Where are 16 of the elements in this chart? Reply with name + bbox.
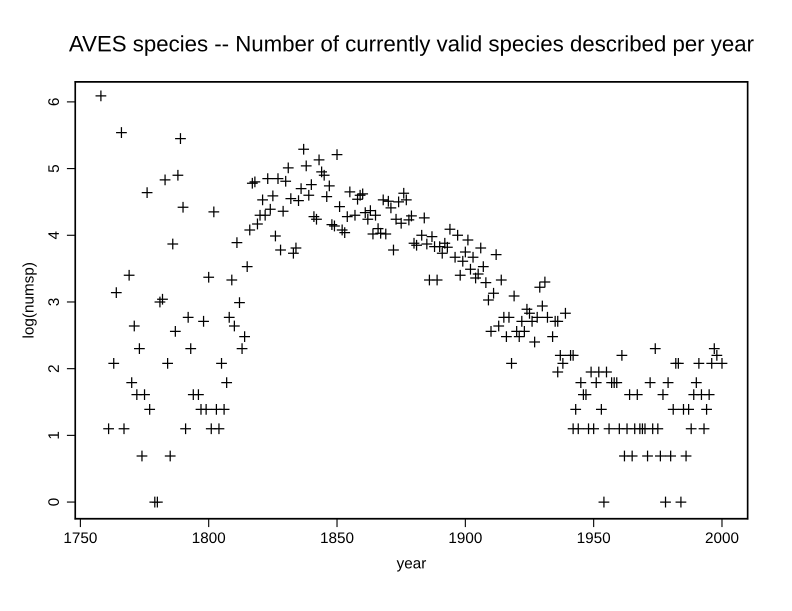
x-tick-label: 1800 (192, 532, 226, 544)
x-tick-label: 2000 (706, 532, 738, 544)
x-tick-label: 1900 (450, 532, 482, 544)
y-tick-label: 4 (48, 231, 59, 240)
x-tick-label: 1850 (321, 532, 354, 544)
x-tick-label: 1750 (64, 532, 97, 544)
chart-title: AVES species -- Number of currently valid species described per year (68, 35, 754, 56)
y-tick-label: 0 (48, 498, 60, 506)
x-axis-title: year (396, 560, 426, 572)
x-tick-label: 1950 (578, 532, 610, 544)
y-tick-label: 3 (48, 298, 60, 306)
y-tick-label: 2 (48, 365, 59, 372)
y-tick-label: 5 (48, 164, 60, 172)
y-tick-label: 6 (48, 98, 60, 106)
y-axis-title: log(numsp) (22, 263, 37, 338)
y-tick-label: 1 (48, 432, 59, 438)
